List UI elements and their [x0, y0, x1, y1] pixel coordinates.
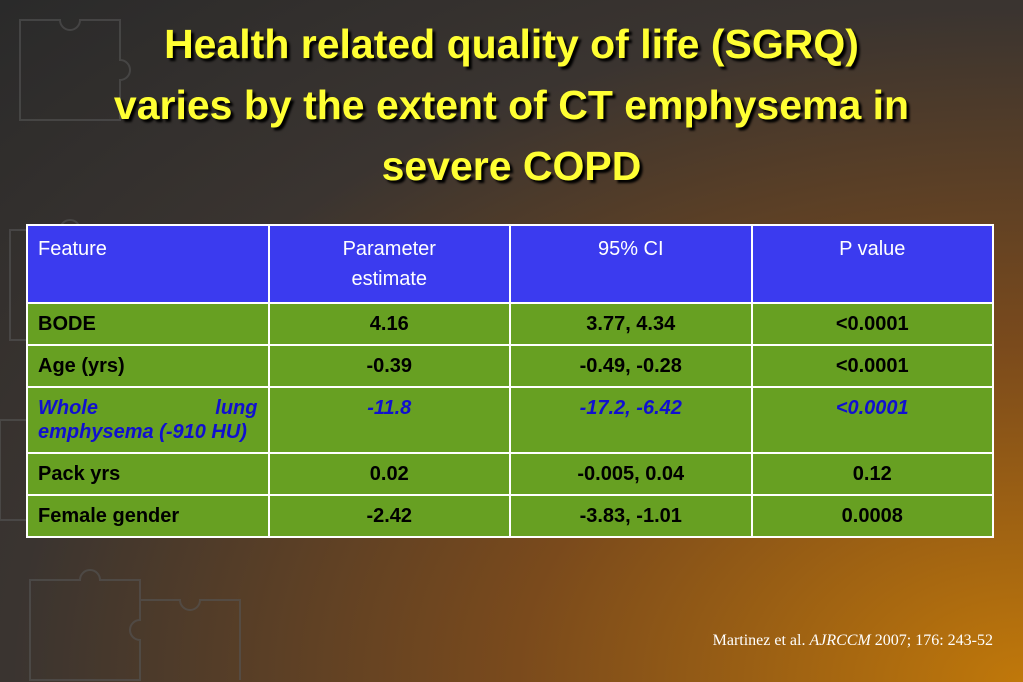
feature-cell: Whole lung emphysema (-910 HU)	[26, 386, 270, 454]
value-cell: -3.83, -1.01	[509, 494, 753, 538]
column-header-line: P value	[839, 238, 906, 260]
table-row: Whole lung emphysema (-910 HU) -11.8 -17.2…	[26, 386, 994, 454]
results-table: Feature Parameter estimate 95% CI P value BO…	[26, 224, 994, 538]
column-header: 95% CI	[509, 224, 753, 304]
column-header-line: estimate	[351, 268, 428, 290]
feature-cell: BODE	[26, 302, 270, 346]
citation-authors: Martinez et al.	[712, 632, 806, 649]
value-cell: <0.0001	[750, 344, 994, 388]
title-line: Health related quality of life (SGRQ)	[164, 21, 859, 67]
value-cell: 0.12	[750, 452, 994, 496]
value-cell: -0.39	[267, 344, 511, 388]
feature-cell: Pack yrs	[26, 452, 270, 496]
value-cell: -11.8	[267, 386, 511, 454]
column-header: P value	[750, 224, 994, 304]
column-header-line: Feature	[38, 238, 107, 260]
value-cell: <0.0001	[750, 302, 994, 346]
table-row: BODE 4.16 3.77, 4.34 <0.0001	[26, 302, 994, 346]
value-cell: -2.42	[267, 494, 511, 538]
feature-cell: Age (yrs)	[26, 344, 270, 388]
value-cell: 4.16	[267, 302, 511, 346]
value-cell: <0.0001	[750, 386, 994, 454]
citation-journal: AJRCCM	[809, 632, 871, 649]
header-row: Feature Parameter estimate 95% CI P value	[26, 224, 994, 304]
title-line: varies by the extent of CT emphysema in	[113, 82, 910, 128]
table-row: Age (yrs) -0.39 -0.49, -0.28 <0.0001	[26, 344, 994, 388]
title-line: severe COPD	[381, 143, 642, 189]
value-cell: -17.2, -6.42	[509, 386, 753, 454]
value-cell: 0.0008	[750, 494, 994, 538]
slide-title: Health related quality of life (SGRQ) var…	[0, 14, 1023, 197]
citation: Martinez et al. AJRCCM 2007; 176: 243-52	[713, 632, 993, 650]
column-header-line: Parameter	[342, 238, 436, 260]
value-cell: 0.02	[267, 452, 511, 496]
citation-details: 2007; 176: 243-52	[874, 632, 993, 649]
value-cell: 3.77, 4.34	[509, 302, 753, 346]
column-header-line: 95% CI	[597, 238, 664, 260]
column-header: Parameter estimate	[267, 224, 511, 304]
value-cell: -0.49, -0.28	[509, 344, 753, 388]
table-row: Pack yrs 0.02 -0.005, 0.04 0.12	[26, 452, 994, 496]
table-row: Female gender -2.42 -3.83, -1.01 0.0008	[26, 494, 994, 538]
column-header: Feature	[26, 224, 270, 304]
value-cell: -0.005, 0.04	[509, 452, 753, 496]
feature-cell: Female gender	[26, 494, 270, 538]
